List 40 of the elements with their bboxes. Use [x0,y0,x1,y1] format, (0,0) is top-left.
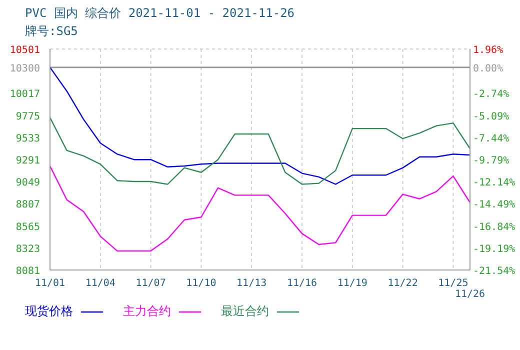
legend-label: 主力合约 [123,303,172,320]
x-tick-label: 11/01 [34,278,66,289]
y-tick-label: 8081 [16,266,40,277]
y-tick-label: 8565 [16,222,40,233]
y2-tick-label: -14.49% [473,200,516,211]
y-tick-label: 8807 [16,200,40,211]
line-series [50,66,470,185]
y2-tick-label: -19.19% [473,244,516,255]
y2-tick-label: -5.09% [473,111,510,122]
chart-title: PVC 国内 综合价 2021-11-01 - 2021-11-26 [25,5,295,22]
x-tick-label: 11/04 [85,278,116,289]
y2-tick-label: -12.14% [473,178,516,189]
x-tick-label: 11/10 [186,278,216,289]
y-tick-label: 9533 [16,133,40,144]
y2-tick-label: -2.74% [473,89,510,100]
y2-tick-label: 0.00% [473,63,504,74]
y-tick-label: 10300 [10,63,40,74]
y2-tick-label: -9.79% [473,156,510,166]
line-series [50,165,470,252]
y2-tick-label: -16.84% [473,222,516,233]
chart-subtitle: 牌号:SG5 [25,23,78,40]
line-series [50,116,470,185]
y-tick-label: 9775 [16,111,40,122]
x-tick-label: 11/25 [438,278,468,289]
y-tick-label: 8323 [16,244,40,255]
x-tick-label: 11/13 [236,278,267,289]
legend-label: 最近合约 [221,303,270,320]
x-tick-label: 11/26 [454,289,486,300]
y2-tick-label: -21.54% [473,266,516,277]
y-tick-label: 10017 [10,89,40,100]
y-tick-label: 9291 [16,156,40,166]
x-tick-label: 11/07 [136,278,166,289]
legend-label: 现货价格 [25,303,74,320]
y-tick-label: 10501 [10,45,40,56]
y-tick-label: 9049 [16,178,40,189]
x-tick-label: 11/16 [286,278,318,289]
y2-tick-label: -7.44% [473,133,510,144]
x-tick-label: 11/22 [388,278,418,289]
x-tick-label: 11/19 [337,278,368,289]
y2-tick-label: 1.96% [473,45,504,56]
